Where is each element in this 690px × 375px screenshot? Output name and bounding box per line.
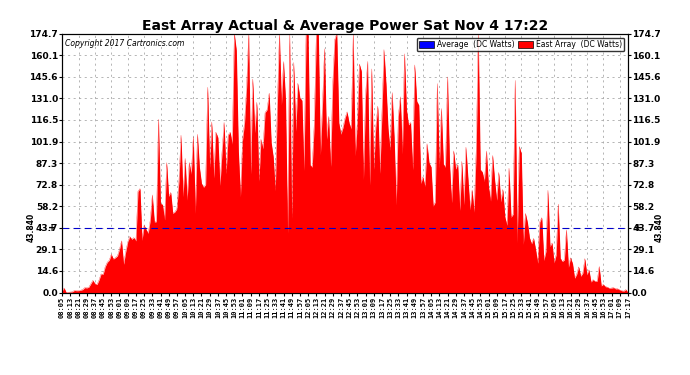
Text: 43.840: 43.840 <box>655 213 664 242</box>
Title: East Array Actual & Average Power Sat Nov 4 17:22: East Array Actual & Average Power Sat No… <box>142 19 548 33</box>
Legend: Average  (DC Watts), East Array  (DC Watts): Average (DC Watts), East Array (DC Watts… <box>417 38 624 51</box>
Text: 43.840: 43.840 <box>26 213 35 242</box>
Text: Copyright 2017 Cartronics.com: Copyright 2017 Cartronics.com <box>65 39 184 48</box>
Text: +: + <box>48 223 57 232</box>
Text: +: + <box>633 223 642 232</box>
